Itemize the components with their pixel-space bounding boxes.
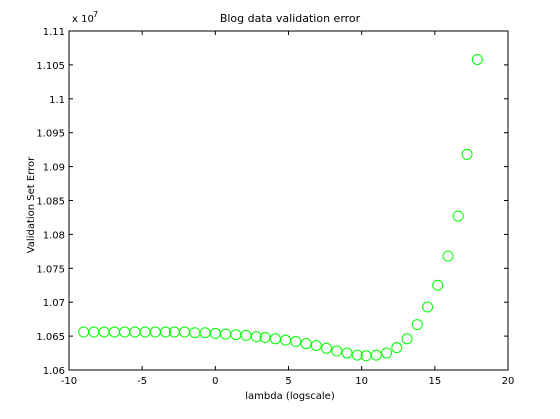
- y-tick-label: 1.07: [43, 298, 65, 309]
- x-tick-label: -5: [137, 376, 147, 387]
- y-tick-label: 1.075: [36, 264, 65, 275]
- x-tick-label: 5: [285, 376, 291, 387]
- data-point: [290, 336, 302, 348]
- data-point: [432, 279, 444, 291]
- y-multiplier-label: x 10: [72, 14, 94, 25]
- data-point: [189, 327, 201, 339]
- chart-title: Blog data validation error: [220, 12, 361, 25]
- plot-frame: [68, 30, 509, 371]
- data-point: [391, 342, 403, 354]
- y-tick-label: 1.065: [36, 332, 65, 343]
- data-point: [139, 326, 151, 338]
- axis-ticks: -10 -5 0 5 10 15 20 1.06 1.065 1.07 1.075 1.08 1.085…: [36, 27, 514, 387]
- x-tick-label: 0: [212, 376, 218, 387]
- data-point: [341, 347, 353, 359]
- x-tick-label: -10: [61, 376, 77, 387]
- y-tick-label: 1.085: [36, 197, 65, 208]
- data-point: [88, 326, 100, 338]
- data-point: [381, 347, 393, 359]
- data-point: [230, 329, 242, 341]
- data-point: [250, 331, 262, 343]
- data-point: [220, 328, 232, 340]
- x-tick-label: 15: [428, 376, 441, 387]
- data-point: [401, 333, 413, 345]
- data-point: [199, 327, 211, 339]
- data-point: [310, 340, 322, 352]
- x-axis-label: lambda (logscale): [245, 391, 335, 402]
- y-tick-label: 1.11: [43, 27, 65, 38]
- y-multiplier-exponent: 7: [93, 10, 98, 19]
- data-point: [98, 326, 110, 338]
- y-tick-label: 1.095: [36, 129, 65, 140]
- data-point: [280, 334, 292, 346]
- y-tick-label: 1.1: [49, 95, 65, 106]
- data-point: [351, 349, 363, 361]
- data-point: [269, 333, 281, 345]
- x-tick-label: 20: [502, 376, 515, 387]
- data-point: [461, 148, 473, 160]
- data-point: [442, 250, 454, 262]
- data-point: [78, 326, 90, 338]
- data-point: [179, 326, 191, 338]
- y-tick-label: 1.08: [43, 230, 65, 241]
- x-tick-label: 10: [355, 376, 368, 387]
- y-tick-label: 1.06: [43, 366, 65, 377]
- y-tick-label: 1.09: [43, 163, 65, 174]
- data-points: [78, 53, 483, 362]
- data-point: [240, 329, 252, 341]
- data-point: [160, 326, 172, 338]
- data-point: [321, 342, 333, 354]
- data-point: [300, 338, 312, 350]
- data-point: [108, 326, 120, 338]
- data-point: [209, 327, 221, 339]
- y-axis-label: Validation Set Error: [26, 156, 37, 253]
- data-point: [331, 345, 343, 357]
- data-point: [422, 301, 434, 313]
- data-point: [452, 210, 464, 222]
- data-point: [149, 326, 161, 338]
- data-point: [471, 53, 483, 65]
- data-point: [370, 349, 382, 361]
- data-point: [119, 326, 131, 338]
- data-point: [411, 319, 423, 331]
- data-point: [129, 326, 141, 338]
- y-tick-label: 1.105: [36, 61, 65, 72]
